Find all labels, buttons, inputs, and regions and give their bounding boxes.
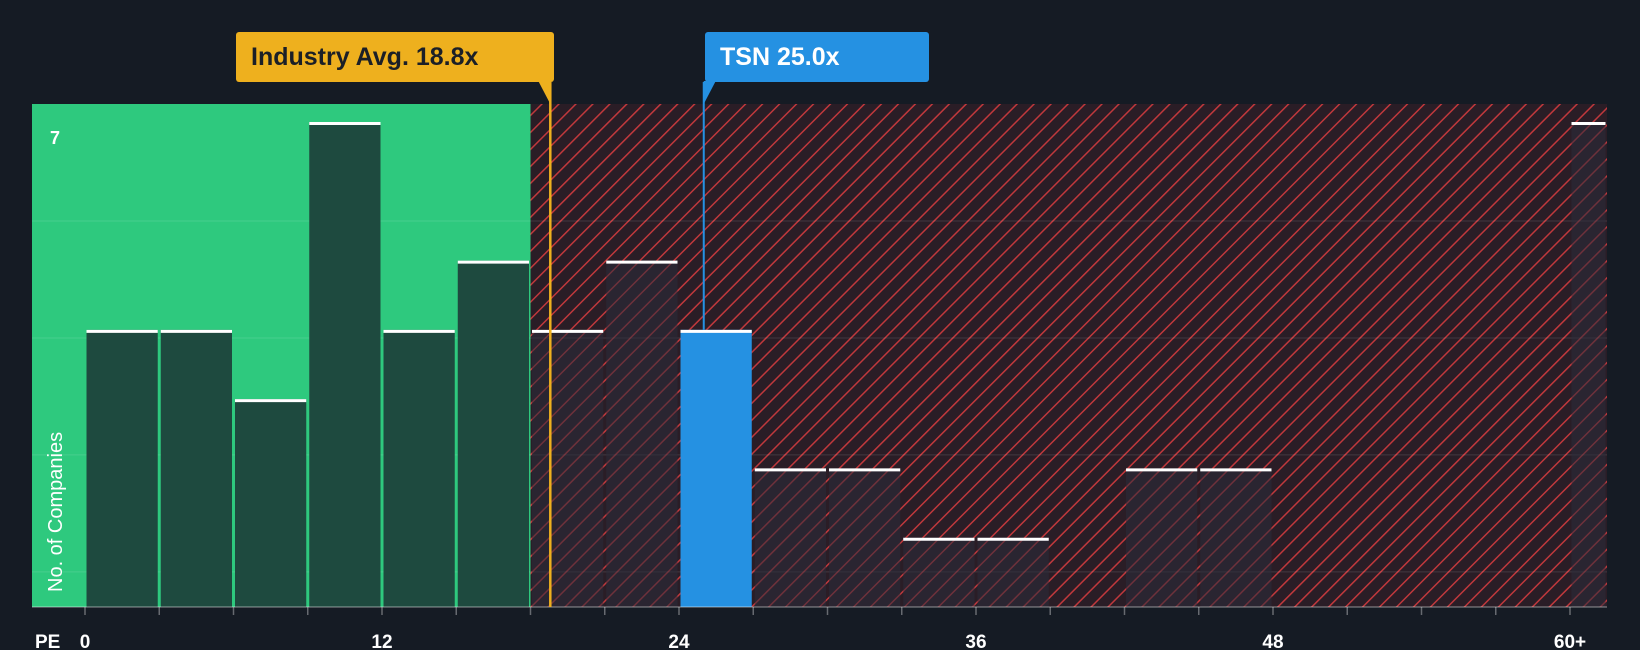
histogram-bar <box>680 329 752 607</box>
y-axis-label: No. of Companies <box>45 432 67 592</box>
x-axis-ticks <box>84 607 1571 615</box>
x-tick-label: 36 <box>965 632 986 650</box>
histogram-bar <box>383 329 455 607</box>
x-tick-label: 48 <box>1262 632 1283 650</box>
x-tick-label: 24 <box>668 632 690 650</box>
x-tick-label: 60+ <box>1554 632 1586 650</box>
company-callout-pointer <box>703 81 716 104</box>
histogram-bar <box>457 260 529 607</box>
histogram-bar <box>1571 122 1606 607</box>
x-tick-labels: 0 12 24 36 48 60+ <box>80 632 1586 650</box>
histogram-bar <box>1200 468 1272 607</box>
histogram-bar <box>160 329 232 607</box>
company-pe-callout: TSN 25.0x <box>705 32 929 82</box>
industry-callout-pointer <box>538 81 551 104</box>
histogram-bar <box>235 399 307 607</box>
y-tick-label: 7 <box>50 128 60 148</box>
x-tick-label: 0 <box>80 632 91 650</box>
histogram-bar <box>977 537 1049 607</box>
histogram-bar <box>532 329 604 607</box>
x-axis-label: PE <box>35 632 60 650</box>
histogram-bar <box>86 329 158 607</box>
histogram-bars <box>86 122 1606 607</box>
histogram-bar <box>1126 468 1198 607</box>
histogram-bar <box>829 468 901 607</box>
histogram-bar <box>754 468 826 607</box>
industry-avg-callout: Industry Avg. 18.8x <box>236 32 554 82</box>
histogram-bar <box>903 537 975 607</box>
histogram-bar <box>309 122 381 607</box>
x-tick-label: 12 <box>371 632 392 650</box>
histogram-bar <box>606 260 678 607</box>
